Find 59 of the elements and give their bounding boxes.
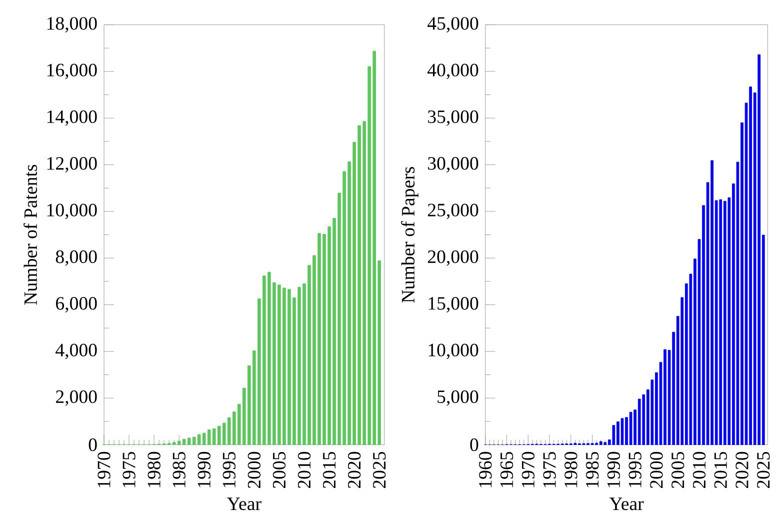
y-tick-label: 8,000 xyxy=(56,250,97,266)
x-tick-label: 1975 xyxy=(543,452,556,488)
y-tick-label: 35,000 xyxy=(428,110,478,126)
x-axis-title: Year xyxy=(609,498,644,510)
y-tick-label: 2,000 xyxy=(56,390,97,406)
x-tick-label: 1975 xyxy=(122,452,136,488)
y-tick-label: 15,000 xyxy=(428,297,478,312)
y-tick-label: 14,000 xyxy=(47,110,97,126)
y-axis-title: Number of Papers xyxy=(401,166,418,303)
x-tick-label: 1990 xyxy=(198,452,210,488)
x-tick-label: 1995 xyxy=(222,452,236,488)
x-tick-label: 2020 xyxy=(736,452,748,488)
y-tick-label: 5,000 xyxy=(438,390,478,406)
bar xyxy=(604,442,607,445)
x-tick-label: 2005 xyxy=(672,452,684,488)
x-tick-label: 2010 xyxy=(298,452,311,488)
x-tick-label: 2015 xyxy=(714,452,727,488)
y-tick-label: 0 xyxy=(470,438,478,452)
x-tick-label: 2025 xyxy=(372,452,386,488)
x-tick-label: 1960 xyxy=(479,452,492,488)
y-axis-title: Number of Patents xyxy=(24,164,38,305)
y-tick-label: 10,000 xyxy=(428,344,478,360)
bar xyxy=(758,54,761,445)
y-tick-label: 16,000 xyxy=(47,64,97,80)
x-tick-label: 2010 xyxy=(692,452,706,488)
x-tick-label: 2000 xyxy=(650,452,663,488)
bar xyxy=(620,418,624,445)
y-tick-label: 25,000 xyxy=(428,204,478,220)
x-axis-title: Year xyxy=(227,498,262,510)
y-tick-label: 45,000 xyxy=(428,17,478,32)
x-tick-label: 2020 xyxy=(348,452,361,488)
y-tick-label: 12,000 xyxy=(47,157,97,172)
bar xyxy=(599,441,602,445)
y-tick-label: 20,000 xyxy=(428,250,478,266)
x-tick-label: 1980 xyxy=(564,452,578,488)
x-tick-label: 1995 xyxy=(628,452,642,488)
y-tick-label: 10,000 xyxy=(47,204,97,220)
x-tick-label: 1985 xyxy=(586,452,599,488)
y-tick-label: 40,000 xyxy=(428,64,478,80)
y-tick-label: 30,000 xyxy=(428,157,478,172)
x-tick-label: 1965 xyxy=(500,452,514,488)
x-tick-label: 1990 xyxy=(607,452,620,488)
x-tick-label: 1970 xyxy=(98,452,110,488)
x-tick-label: 2015 xyxy=(322,452,336,488)
x-tick-label: 1985 xyxy=(172,452,186,488)
bar xyxy=(612,425,616,445)
x-tick-label: 2005 xyxy=(272,452,286,488)
x-tick-label: 1980 xyxy=(148,452,160,488)
y-tick-label: 4,000 xyxy=(56,344,97,360)
y-tick-label: 0 xyxy=(88,438,97,452)
bar xyxy=(638,398,641,445)
x-tick-label: 2000 xyxy=(248,452,261,488)
bar xyxy=(719,199,722,445)
y-tick-label: 6,000 xyxy=(56,297,97,312)
bar xyxy=(723,200,726,445)
y-tick-label: 18,000 xyxy=(47,17,97,32)
x-tick-label: 1970 xyxy=(522,452,534,488)
bar xyxy=(629,412,632,445)
x-tick-label: 2025 xyxy=(757,452,770,488)
